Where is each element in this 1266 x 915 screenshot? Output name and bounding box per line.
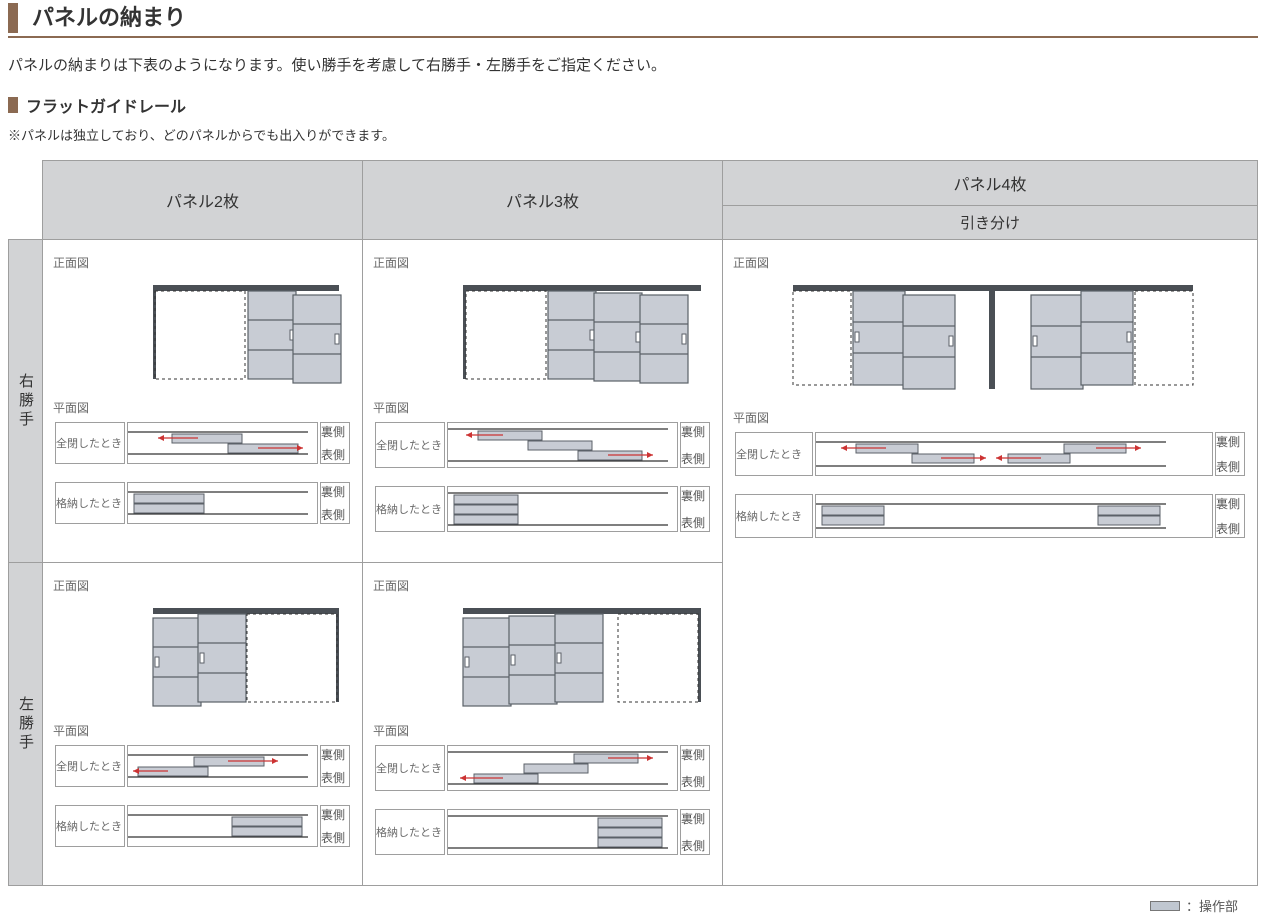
plan-3-left-closed	[448, 746, 668, 790]
plan-4-stowed	[816, 498, 1166, 534]
plan-3-right-stowed	[448, 489, 668, 529]
subhead-mark	[8, 97, 18, 113]
layout-table: パネル2枚 パネル3枚 パネル4枚 引き分け 右勝手 正面図	[8, 160, 1258, 886]
plan-2-left-closed	[128, 747, 308, 785]
label-closed: 全閉したとき	[55, 422, 125, 464]
legend-swatch	[1150, 901, 1180, 911]
plan-3-right-closed	[448, 423, 668, 467]
front-3-left	[373, 598, 703, 708]
cell-2-right: 正面図	[43, 240, 363, 563]
label-plan: 平面図	[53, 399, 352, 416]
plan-4-closed	[816, 434, 1166, 474]
row-header-right: 右勝手	[9, 240, 43, 563]
col-header-2: パネル2枚	[43, 161, 363, 240]
cell-4-split: 正面図	[723, 240, 1258, 886]
subhead-text: フラットガイドレール	[26, 93, 186, 117]
note-text: ※パネルは独立しており、どのパネルからでも出入りができます。	[8, 125, 1258, 144]
lead-text: パネルの納まりは下表のようになります。使い勝手を考慮して右勝手・左勝手をご指定く…	[8, 52, 1258, 93]
col-header-3: パネル3枚	[363, 161, 723, 240]
row-header-left: 左勝手	[9, 563, 43, 886]
plan-2-right-stowed	[128, 486, 308, 520]
front-3-right	[373, 275, 703, 385]
legend-text: ：操作部	[1186, 896, 1238, 915]
col-header-4-sub: 引き分け	[723, 206, 1258, 240]
front-2-right	[53, 275, 343, 385]
cell-2-left: 正面図	[43, 563, 363, 886]
col-header-4-top: パネル4枚	[723, 161, 1258, 206]
front-4-split	[733, 275, 1203, 395]
plan-2-right-closed	[128, 424, 308, 462]
plan-3-left-stowed	[448, 812, 668, 852]
legend: ：操作部	[8, 886, 1258, 915]
subhead: フラットガイドレール	[8, 93, 1258, 117]
label-front-side: 表側	[321, 446, 349, 463]
cell-3-left: 正面図	[363, 563, 723, 886]
title-accent	[8, 3, 18, 33]
label-front: 正面図	[53, 254, 352, 271]
plan-2-left-stowed	[128, 809, 308, 843]
label-back: 裏側	[321, 423, 349, 440]
page-title: パネルの納まり	[18, 0, 200, 36]
front-2-left	[53, 598, 343, 708]
title-bar: パネルの納まり	[8, 0, 1258, 38]
cell-3-right: 正面図	[363, 240, 723, 563]
label-stowed: 格納したとき	[55, 482, 125, 524]
